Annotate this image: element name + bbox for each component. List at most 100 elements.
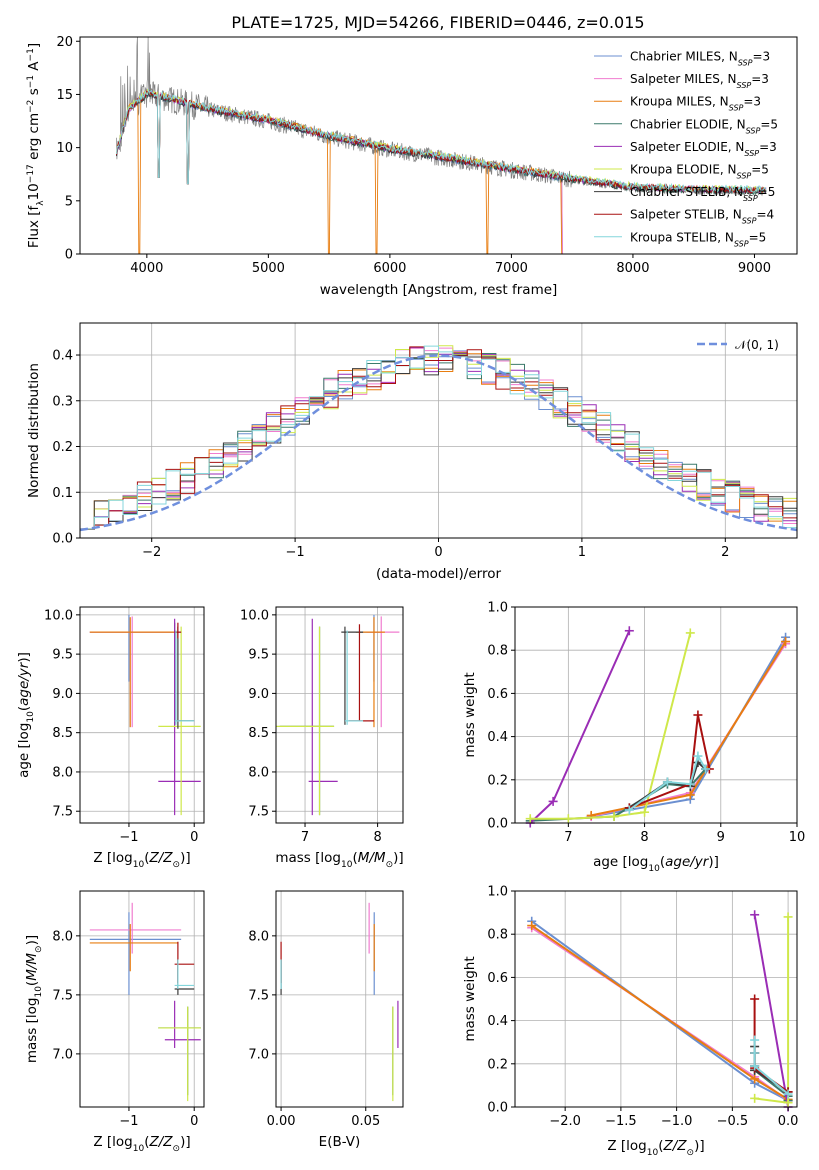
legend-entry: Kroupa ELODIE, NSSP=5 bbox=[630, 163, 769, 181]
mass-weight-line bbox=[590, 641, 787, 817]
axes-frame: 0.00 0.05 7.0 7.5 8.0 E(B-V) bbox=[248, 890, 404, 1150]
x-tick-label: −2.0 bbox=[549, 1114, 581, 1129]
error-point bbox=[355, 617, 385, 728]
grid-lines bbox=[276, 891, 403, 1107]
plus-marker bbox=[548, 796, 558, 806]
x-tick-label: −1 bbox=[119, 1114, 138, 1129]
y-tick-label: 0.8 bbox=[487, 928, 508, 943]
plus-marker bbox=[685, 790, 695, 800]
x-axis-label: Z [log10(Z/Z⊙)] bbox=[607, 1138, 704, 1158]
plus-marker bbox=[701, 764, 711, 774]
error-point bbox=[348, 624, 374, 722]
axes-border bbox=[275, 890, 404, 1108]
y-tick-label: 0.6 bbox=[487, 971, 508, 986]
y-tick-label: 0.0 bbox=[52, 532, 73, 547]
mass-weight-line bbox=[590, 643, 787, 818]
y-tick-label: 0.4 bbox=[487, 1014, 508, 1029]
mass-weight-line bbox=[753, 914, 790, 1108]
y-tick-label: 0.3 bbox=[52, 394, 73, 409]
legend-entry: Salpeter STELIB, NSSP=4 bbox=[630, 208, 774, 226]
y-axis-label: mass weight bbox=[462, 672, 478, 757]
y-tick-label: 8.5 bbox=[248, 726, 269, 741]
plus-marker bbox=[783, 1098, 793, 1108]
y-tick-label: 0 bbox=[65, 248, 73, 263]
error-point bbox=[366, 616, 400, 728]
x-tick-label: 8 bbox=[640, 830, 648, 845]
age-vs-metallicity-panel: −1 0 7.5 8.0 8.5 9.0 9.5 10.0 Z [log10(Z/Z⊙)] age… bbox=[16, 606, 205, 870]
y-axis-label: mass [log10(M/M⊙)] bbox=[24, 935, 44, 1063]
plus-marker bbox=[750, 994, 760, 1004]
axes-border bbox=[79, 890, 205, 1108]
grid-lines bbox=[80, 891, 204, 1107]
grid-lines bbox=[276, 607, 403, 823]
y-tick-label: 0.1 bbox=[52, 486, 73, 501]
plus-marker bbox=[693, 751, 703, 761]
axes-border bbox=[275, 606, 404, 824]
y-tick-label: 0.2 bbox=[487, 773, 508, 788]
x-tick-label: 0.0 bbox=[778, 1114, 799, 1129]
plot-area bbox=[116, 36, 767, 255]
y-tick-label: 8.0 bbox=[248, 929, 269, 944]
axes-border bbox=[514, 890, 798, 1108]
y-tick-label: 0.2 bbox=[487, 1057, 508, 1072]
x-axis-label: Z [log10(Z/Z⊙)] bbox=[93, 1134, 190, 1154]
error-point bbox=[89, 614, 182, 682]
mass-weight-line bbox=[753, 1040, 789, 1095]
y-axis-label: Normed distribution bbox=[26, 363, 42, 498]
x-tick-label: 0.05 bbox=[351, 1114, 380, 1129]
x-tick-label: 7 bbox=[564, 830, 572, 845]
x-tick-label: 8 bbox=[373, 830, 381, 845]
error-point bbox=[89, 902, 182, 954]
error-point bbox=[344, 630, 364, 725]
plus-marker bbox=[750, 1074, 760, 1084]
axes-frame: −1 0 7.0 7.5 8.0 Z [log10(Z/Z⊙)] mass [log10(M… bbox=[24, 890, 205, 1154]
y-tick-label: 0.6 bbox=[487, 687, 508, 702]
plus-marker bbox=[685, 779, 695, 789]
axes-border bbox=[79, 606, 205, 824]
plus-marker bbox=[693, 710, 703, 720]
age-vs-mass-panel: 7 8 7.5 8.0 8.5 9.0 9.5 10.0 mass [log10(M/M⊙)] bbox=[240, 606, 404, 870]
error-point bbox=[174, 630, 195, 725]
histogram-step bbox=[80, 345, 797, 530]
plot-area bbox=[525, 626, 791, 828]
x-tick-label: −1 bbox=[286, 545, 305, 560]
mass-weight-line bbox=[530, 632, 692, 820]
error-point bbox=[89, 912, 182, 995]
y-tick-label: 9.5 bbox=[52, 648, 73, 663]
y-tick-label: 8.0 bbox=[52, 929, 73, 944]
legend-entry: Kroupa MILES, NSSP=3 bbox=[630, 95, 761, 113]
y-tick-label: 0.0 bbox=[487, 817, 508, 832]
plus-marker bbox=[750, 1061, 760, 1071]
axes-frame: −2.0 −1.5 −1.0 −0.5 0.0 0.0 0.2 0.4 0.6 0.8 1.0 Z [… bbox=[462, 885, 798, 1159]
plus-marker bbox=[783, 1089, 793, 1099]
axes-border bbox=[514, 606, 798, 824]
model-spectrum-line bbox=[116, 88, 767, 193]
axes-frame: −2 −1 0 1 2 0.0 0.1 0.2 0.3 0.4 𝒩(0, 1) (data-model… bbox=[26, 322, 798, 582]
plus-marker bbox=[525, 814, 535, 824]
plus-marker bbox=[750, 910, 760, 920]
plus-marker bbox=[624, 805, 634, 815]
y-tick-label: 10.0 bbox=[240, 608, 269, 623]
y-tick-label: 8.0 bbox=[248, 765, 269, 780]
axes-border bbox=[79, 36, 798, 255]
histogram-step bbox=[80, 346, 797, 530]
plus-marker bbox=[640, 807, 650, 817]
x-tick-label: −0.5 bbox=[717, 1114, 749, 1129]
x-tick-label: 9 bbox=[717, 830, 725, 845]
legend-entry: 𝒩(0, 1) bbox=[735, 338, 779, 352]
y-tick-label: 7.0 bbox=[52, 1047, 73, 1062]
y-tick-label: 7.5 bbox=[248, 805, 269, 820]
y-axis-label: Flux [fλ10−17 erg cm−2 s−1 A−1] bbox=[26, 43, 46, 248]
plot-area bbox=[89, 902, 201, 1102]
legend: Chabrier MILES, NSSP=3 Salpeter MILES, NS… bbox=[594, 50, 778, 248]
y-tick-label: 9.5 bbox=[248, 648, 269, 663]
y-tick-label: 1.0 bbox=[487, 885, 508, 900]
model-spectrum-line bbox=[116, 89, 563, 255]
plot-area bbox=[89, 614, 201, 816]
mass-weight-vs-metallicity-panel: −2.0 −1.5 −1.0 −0.5 0.0 0.0 0.2 0.4 0.6 0.8 1.0 Z [… bbox=[462, 885, 798, 1159]
x-tick-label: 0 bbox=[434, 545, 442, 560]
y-tick-label: 15 bbox=[56, 88, 73, 103]
x-axis-label: E(B-V) bbox=[319, 1134, 361, 1150]
plot-area bbox=[276, 614, 400, 816]
